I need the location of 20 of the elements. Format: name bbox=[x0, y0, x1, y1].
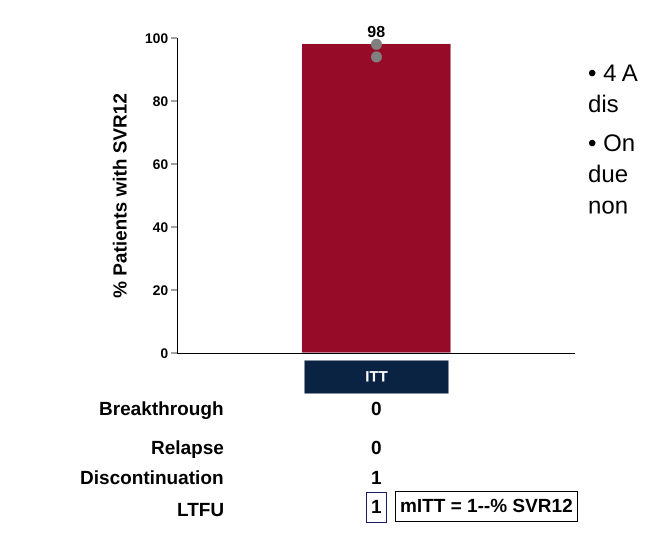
text: 0 bbox=[371, 438, 382, 459]
text: Relapse bbox=[151, 438, 224, 459]
text: LTFU bbox=[177, 500, 224, 521]
text: mITT = 1--% SVR12 bbox=[400, 496, 573, 517]
data-label: 98 bbox=[367, 24, 386, 41]
y-axis-title: % Patients with SVR12 bbox=[110, 93, 132, 298]
text: Discontinuation bbox=[80, 468, 224, 489]
y-tick-label: 80 bbox=[152, 92, 168, 109]
text: 0 bbox=[371, 399, 382, 420]
y-tick-label: 40 bbox=[152, 218, 168, 235]
x-tick-label: ITT bbox=[365, 368, 388, 386]
text: 1 bbox=[371, 497, 382, 518]
text: 1 bbox=[371, 468, 382, 489]
text: Breakthrough bbox=[99, 399, 224, 420]
y-tick-label: 0 bbox=[160, 344, 168, 361]
text: • 4 A dis bbox=[588, 60, 638, 118]
text: • On due non bbox=[588, 130, 636, 220]
y-tick-label: 20 bbox=[152, 282, 168, 298]
y-tick-label: 60 bbox=[152, 156, 168, 172]
y-tick-label: 100 bbox=[144, 30, 168, 46]
